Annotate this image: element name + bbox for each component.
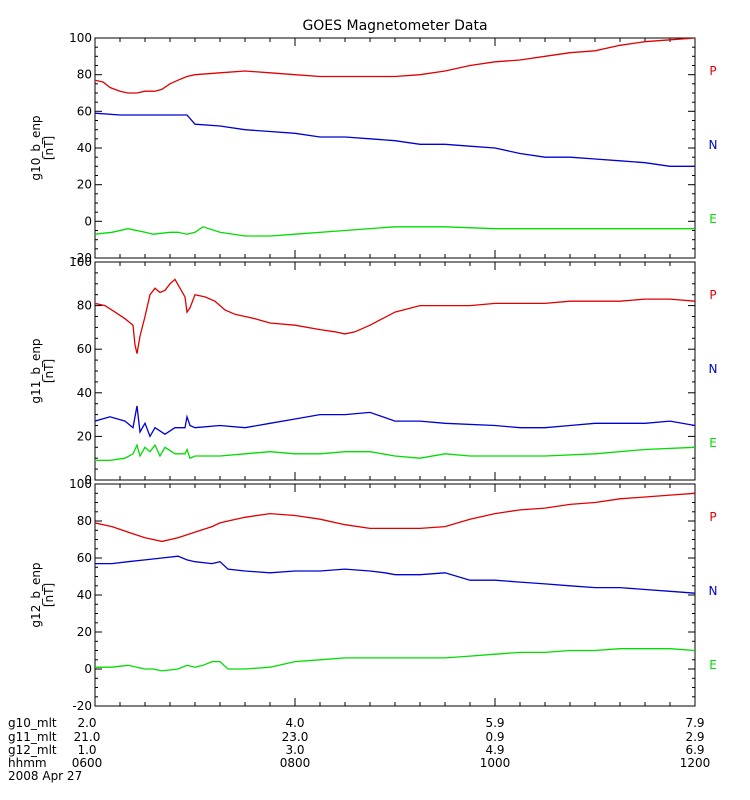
y-tick-label: 60 — [77, 104, 92, 118]
series-label-N: N — [709, 138, 718, 152]
footer-value-mlt10: 4.0 — [285, 716, 305, 730]
y-tick-label: -20 — [72, 699, 92, 713]
panel-frame — [94, 483, 696, 707]
y-axis-label: g10_b_enp — [29, 115, 43, 180]
series-line-P — [95, 492, 695, 543]
series-label-P: P — [709, 510, 716, 524]
panel-3: -20 0 20 40 60 80 100 g12_b_enp [nT] P N E — [29, 477, 717, 713]
y-tick-label: 20 — [77, 178, 92, 192]
series-label-E: E — [709, 658, 717, 672]
y-tick-label: 100 — [69, 255, 92, 269]
series-line-E — [95, 226, 695, 237]
footer-value-mlt12: 3.0 — [285, 743, 305, 757]
panel-2: 0 20 40 60 80 100 g11_b_enp [nT] P N E — [29, 255, 717, 487]
panel-1: -20 0 20 40 60 80 100 g10_b_enp [nT] P N E — [29, 31, 717, 265]
y-tick-label: 40 — [77, 386, 92, 400]
footer-value-mlt12: 1.0 — [77, 743, 97, 757]
footer-row-label-g11: g11_mlt — [8, 730, 57, 744]
y-tick-label: 0 — [84, 214, 92, 228]
y-tick-label: 100 — [69, 31, 92, 45]
footer-value-mlt11: 23.0 — [281, 730, 309, 744]
y-tick-label: 60 — [77, 551, 92, 565]
series-line-E — [95, 443, 695, 462]
footer-value-mlt11: 21.0 — [73, 730, 101, 744]
footer-value-mlt12: 6.9 — [685, 743, 705, 757]
chart-title: GOES Magnetometer Data — [302, 18, 487, 34]
footer-value-mlt10: 2.0 — [77, 716, 97, 730]
y-tick-label: 80 — [77, 514, 92, 528]
footer-value-hhmm: 1200 — [679, 756, 711, 770]
y-axis-unit: [nT] — [42, 583, 56, 607]
series-label-N: N — [709, 584, 718, 598]
series-label-E: E — [709, 436, 717, 450]
y-tick-label: 20 — [77, 429, 92, 443]
y-tick-label: -20 — [72, 251, 92, 265]
footer-value-mlt10: 7.9 — [685, 716, 705, 730]
footer-row-label-g12: g12_mlt — [8, 743, 57, 757]
series-line-P — [95, 38, 695, 94]
footer-value-mlt11: 0.9 — [485, 730, 505, 744]
y-tick-label: 80 — [77, 299, 92, 313]
y-tick-label: 40 — [77, 588, 92, 602]
y-tick-label: 60 — [77, 342, 92, 356]
footer-value-mlt11: 2.9 — [685, 730, 705, 744]
footer-row-label-g10: g10_mlt — [8, 716, 57, 730]
panel-frame — [94, 261, 696, 481]
footer-date: 2008 Apr 27 — [8, 769, 83, 783]
y-tick-label: 20 — [77, 625, 92, 639]
y-axis-label: g11_b_enp — [29, 338, 43, 403]
series-line-N — [95, 112, 695, 167]
footer-value-mlt12: 4.9 — [485, 743, 505, 757]
series-line-N — [95, 555, 695, 594]
panel-frame — [94, 37, 696, 259]
y-tick-label: 40 — [77, 141, 92, 155]
series-line-N — [95, 405, 695, 438]
series-label-P: P — [709, 288, 716, 302]
footer-value-hhmm: 1000 — [479, 756, 511, 770]
y-tick-label: 0 — [84, 662, 92, 676]
footer-value-hhmm: 0600 — [71, 756, 103, 770]
y-axis-label: g12_b_enp — [29, 562, 43, 627]
series-line-E — [95, 648, 695, 672]
series-label-N: N — [709, 362, 718, 376]
y-axis-unit: [nT] — [42, 136, 56, 160]
y-axis-unit: [nT] — [42, 359, 56, 383]
series-line-P — [95, 278, 695, 354]
series-label-P: P — [709, 64, 716, 78]
series-label-E: E — [709, 212, 717, 226]
y-tick-label: 80 — [77, 68, 92, 82]
footer-row-label-hhmm: hhmm — [8, 756, 47, 770]
y-tick-label: 0 — [84, 473, 92, 487]
y-tick-label: 100 — [69, 477, 92, 491]
footer-value-hhmm: 0800 — [279, 756, 311, 770]
footer-value-mlt10: 5.9 — [485, 716, 505, 730]
